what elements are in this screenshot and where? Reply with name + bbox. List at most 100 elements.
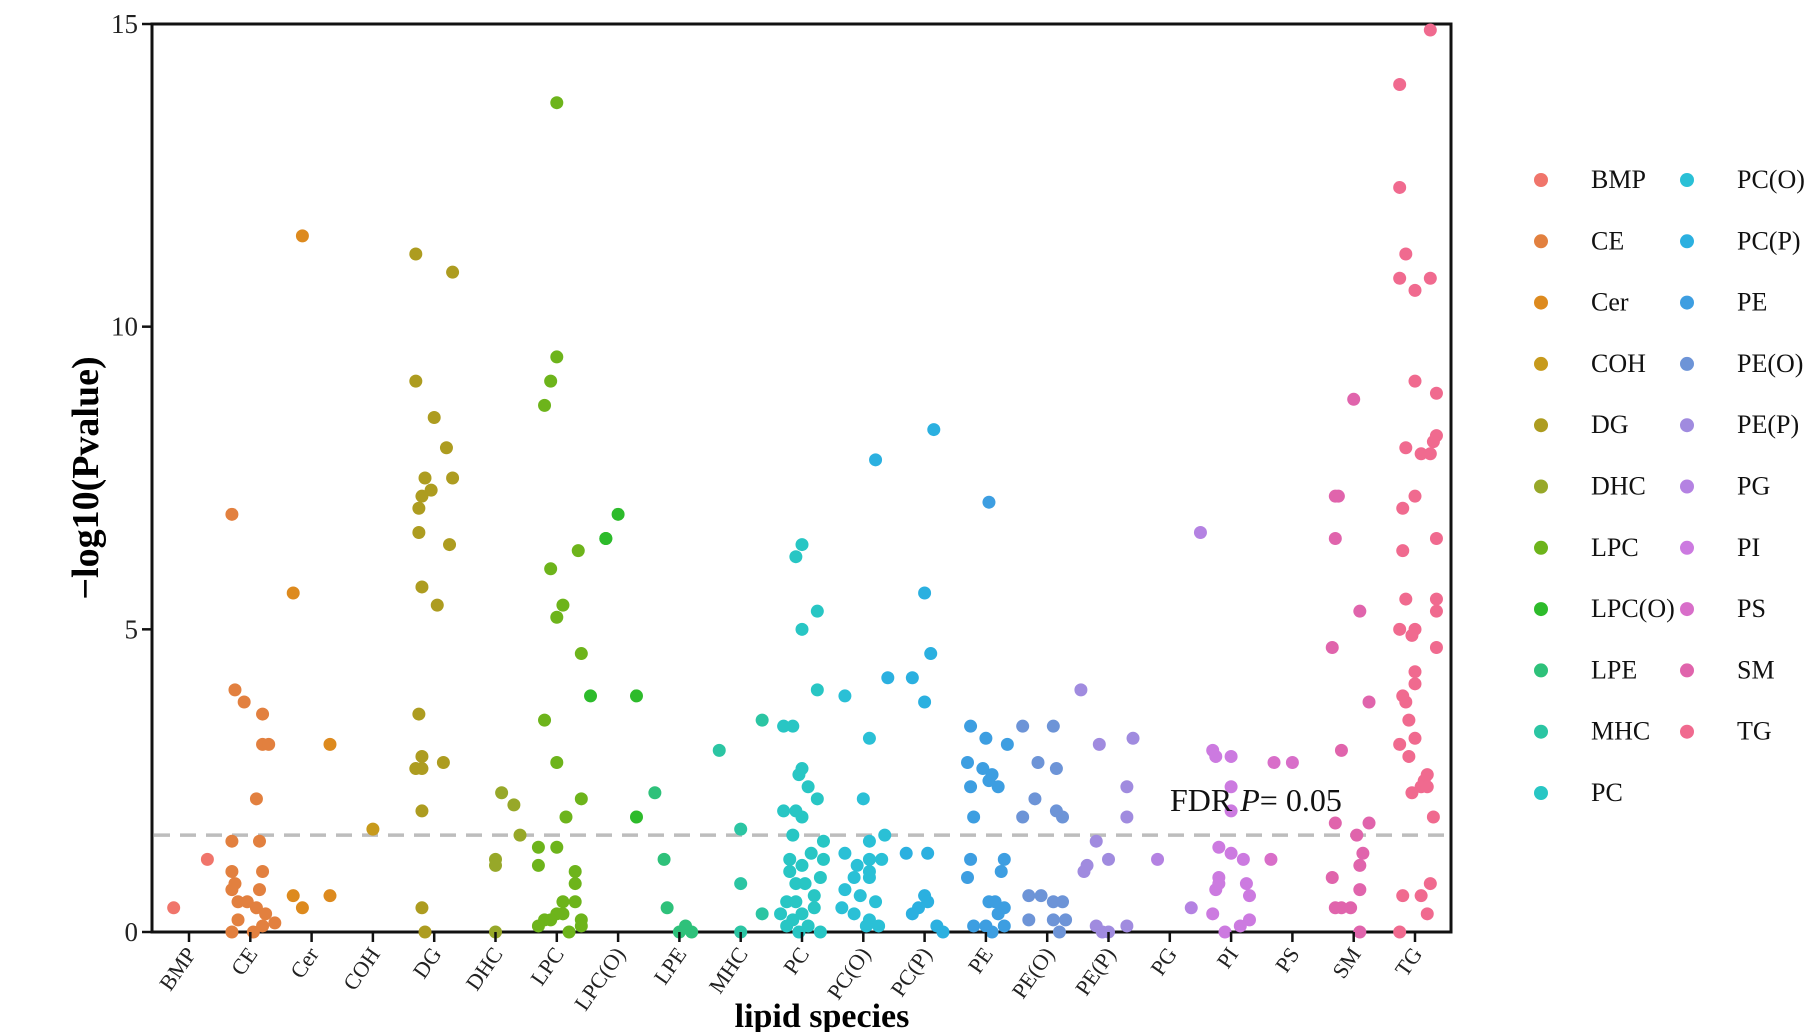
data-point xyxy=(816,852,830,866)
data-point xyxy=(256,864,270,878)
data-point xyxy=(862,834,876,848)
data-point xyxy=(1408,665,1422,679)
fdr-threshold-label: FDR P= 0.05 xyxy=(1170,782,1342,818)
legend-marker xyxy=(1680,479,1694,494)
data-point xyxy=(918,695,932,709)
data-point xyxy=(816,834,830,848)
data-point xyxy=(1405,786,1419,800)
data-point xyxy=(1206,907,1220,921)
data-point xyxy=(924,647,938,661)
x-tick-label: DG xyxy=(408,942,447,982)
data-point xyxy=(1224,749,1238,763)
legend-label: DG xyxy=(1591,410,1629,439)
data-point xyxy=(985,925,999,939)
data-point xyxy=(562,925,576,939)
data-point xyxy=(786,828,800,842)
data-point xyxy=(286,889,300,903)
data-point xyxy=(1331,489,1345,503)
data-point xyxy=(657,852,671,866)
data-point xyxy=(544,562,558,576)
data-point xyxy=(810,792,824,806)
data-point xyxy=(1353,604,1367,618)
data-point xyxy=(550,350,564,364)
data-point xyxy=(550,840,564,854)
data-point xyxy=(905,671,919,685)
data-point xyxy=(1396,889,1410,903)
legend-label: COH xyxy=(1591,349,1646,378)
legend-marker xyxy=(1680,418,1694,433)
data-point xyxy=(1334,743,1348,757)
data-point xyxy=(436,756,450,770)
legend-label: PE(O) xyxy=(1737,349,1803,378)
data-point xyxy=(838,846,852,860)
data-point xyxy=(1396,544,1410,558)
x-tick-label: LPE xyxy=(649,943,692,989)
data-point xyxy=(415,749,429,763)
data-point xyxy=(424,483,438,497)
data-point xyxy=(1016,810,1030,824)
x-tick-label: BMP xyxy=(154,943,201,995)
data-point xyxy=(443,538,457,552)
data-point xyxy=(813,871,827,885)
data-point xyxy=(1325,640,1339,654)
data-point xyxy=(853,889,867,903)
legend-marker xyxy=(1534,786,1548,800)
data-point xyxy=(200,852,214,866)
legend-label: CE xyxy=(1591,226,1624,255)
data-point xyxy=(1426,435,1440,449)
data-point xyxy=(1344,901,1358,915)
data-point xyxy=(862,731,876,745)
data-point xyxy=(789,550,803,564)
data-point xyxy=(446,265,460,279)
data-point xyxy=(249,792,263,806)
data-point xyxy=(1080,858,1094,872)
data-point xyxy=(231,913,245,927)
data-point xyxy=(489,858,502,872)
data-point xyxy=(1046,719,1060,733)
data-point xyxy=(1399,441,1413,455)
data-point xyxy=(550,610,564,624)
data-point xyxy=(964,719,978,733)
data-point xyxy=(875,852,889,866)
data-point xyxy=(795,810,809,824)
legend-marker xyxy=(1680,234,1694,249)
data-point xyxy=(1405,628,1419,642)
data-point xyxy=(256,707,270,721)
data-point xyxy=(1429,592,1443,606)
data-point xyxy=(1236,852,1250,866)
data-point xyxy=(988,895,1002,909)
data-point xyxy=(850,858,864,872)
data-point xyxy=(225,834,239,848)
x-tick-label: PE(O) xyxy=(1007,943,1060,1003)
data-point xyxy=(869,895,883,909)
data-points xyxy=(167,23,1443,939)
data-point xyxy=(1402,749,1416,763)
data-point xyxy=(568,895,582,909)
legend-marker xyxy=(1534,173,1548,187)
data-point xyxy=(418,471,432,485)
legend-marker xyxy=(1534,540,1548,555)
legend-marker xyxy=(1534,663,1548,678)
data-point xyxy=(961,756,975,770)
data-point xyxy=(1393,271,1407,285)
data-point xyxy=(574,792,588,806)
legend-marker xyxy=(1534,602,1548,617)
x-tick-label: PE xyxy=(963,943,998,978)
data-point xyxy=(1328,816,1342,830)
data-point xyxy=(415,580,429,594)
legend-marker xyxy=(1534,356,1548,371)
data-point xyxy=(412,525,426,539)
data-point xyxy=(1022,889,1036,903)
y-axis-title: −log10(Pvalue) xyxy=(65,356,107,599)
data-point xyxy=(1423,271,1437,285)
x-tick-label: LPC(O) xyxy=(569,943,630,1015)
data-point xyxy=(439,441,453,455)
y-tick-label: 5 xyxy=(125,614,139,644)
data-point xyxy=(1028,792,1042,806)
data-point xyxy=(1429,604,1443,618)
data-point xyxy=(544,374,558,388)
data-point xyxy=(1016,719,1030,733)
data-point xyxy=(847,871,861,885)
y-tick-label: 15 xyxy=(111,9,138,39)
data-point xyxy=(997,919,1011,933)
